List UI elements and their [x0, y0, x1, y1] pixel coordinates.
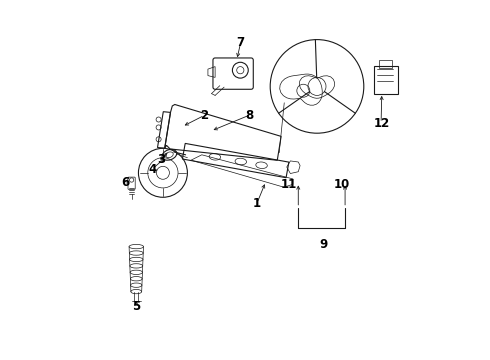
Text: 3: 3: [157, 153, 166, 166]
Text: 4: 4: [148, 163, 156, 176]
Text: 8: 8: [245, 109, 253, 122]
Text: 11: 11: [281, 178, 297, 191]
Text: 2: 2: [200, 109, 209, 122]
Text: 5: 5: [132, 300, 141, 313]
Text: 9: 9: [319, 238, 328, 251]
Text: 6: 6: [122, 176, 129, 189]
Text: 12: 12: [374, 117, 390, 130]
Text: 7: 7: [237, 36, 245, 49]
Text: 1: 1: [253, 197, 261, 210]
Text: 10: 10: [334, 178, 350, 191]
